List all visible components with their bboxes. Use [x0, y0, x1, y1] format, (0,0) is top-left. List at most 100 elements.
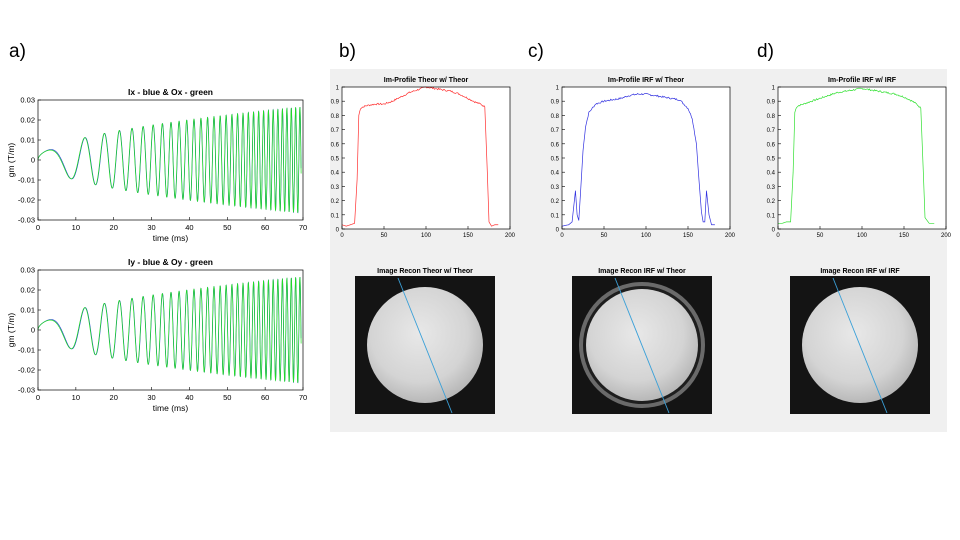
- y-tick-label: 0.5: [767, 157, 776, 163]
- panel-letter-c: c): [528, 41, 544, 62]
- image-title: Image Recon IRF w/ IRF: [820, 268, 900, 275]
- x-tick-label: 0: [340, 233, 344, 239]
- y-tick-label: 0.1: [551, 213, 560, 219]
- y-tick-label: 0.7: [331, 128, 340, 134]
- profile-line: [341, 86, 499, 227]
- axes-frame: [37, 99, 304, 221]
- y-tick-label: 0.01: [20, 136, 35, 145]
- x-tick-label: 100: [641, 233, 652, 239]
- plot-area: [342, 87, 510, 229]
- panel-letter-d: d): [757, 41, 774, 62]
- x-tick-label: 30: [147, 223, 155, 232]
- x-tick-label: 50: [817, 233, 824, 239]
- y-tick-label: -0.02: [18, 196, 35, 205]
- x-tick-label: 60: [261, 223, 269, 232]
- profile-theor-chart: 0 50 100 150 200 0 0.1 0.2 0.3 0.4 0.5 0.6 0.7 0.8 0.9…: [331, 77, 516, 239]
- y-tick-label: 0.7: [551, 128, 560, 134]
- axes-frame: [777, 86, 947, 230]
- x-tick-label: 150: [463, 233, 474, 239]
- x-tick-label: 0: [36, 223, 40, 232]
- y-tick-label: 1: [556, 86, 560, 92]
- y-tick-label: 0.7: [767, 128, 776, 134]
- y-tick-label: 0.4: [767, 171, 776, 177]
- chart-title: Im-Profile IRF w/ Theor: [608, 77, 685, 84]
- x-tick-label: 150: [899, 233, 910, 239]
- chart-title: Im-Profile IRF w/ IRF: [828, 77, 897, 84]
- x-tick-label: 200: [941, 233, 952, 239]
- chart-title: Ix - blue & Ox - green: [128, 87, 213, 97]
- y-tick-label: 0.6: [767, 142, 776, 148]
- axes-frame: [37, 269, 304, 391]
- y-tick-label: 0.9: [551, 100, 560, 106]
- y-tick-label: 1: [336, 86, 340, 92]
- y-tick-label: 0: [336, 228, 340, 234]
- y-tick-label: 0.4: [551, 171, 560, 177]
- x-tick-label: 40: [185, 223, 193, 232]
- y-tick-label: 0.02: [20, 286, 35, 295]
- x-tick-label: 20: [110, 393, 118, 402]
- y-tick-label: 0.6: [331, 142, 340, 148]
- profile-irf-theor-chart: 0 50 100 150 200 0 0.1 0.2 0.3 0.4 0.5 0.6 0.7 0.8 0.9…: [551, 77, 736, 239]
- y-tick-label: 0.8: [331, 114, 340, 120]
- x-axis-label: time (ms): [153, 233, 189, 243]
- image-recon-theor: Image Recon Theor w/ Theor: [355, 268, 495, 414]
- plot-area: [778, 87, 946, 229]
- plot-area: [562, 87, 730, 229]
- chart-title: Im-Profile Theor w/ Theor: [384, 77, 469, 84]
- y-tick-label: 0.2: [767, 199, 776, 205]
- y-axis-label: gm (T/m): [6, 143, 16, 178]
- y-tick-label: 0.03: [20, 96, 35, 105]
- y-tick-label: 0.03: [20, 266, 35, 275]
- y-tick-label: 0.3: [331, 185, 340, 191]
- axes-frame: [341, 86, 511, 230]
- x-tick-label: 20: [110, 223, 118, 232]
- x-tick-label: 10: [72, 223, 80, 232]
- y-tick-label: 0.5: [331, 157, 340, 163]
- x-tick-label: 70: [299, 223, 307, 232]
- y-tick-label: 0.5: [551, 157, 560, 163]
- y-tick-label: 0.4: [331, 171, 340, 177]
- x-tick-label: 50: [381, 233, 388, 239]
- y-tick-label: 0.1: [767, 213, 776, 219]
- x-tick-label: 100: [421, 233, 432, 239]
- y-tick-label: 0.6: [551, 142, 560, 148]
- x-tick-label: 200: [725, 233, 736, 239]
- y-tick-label: 1: [772, 86, 776, 92]
- y-tick-label: 0.1: [331, 213, 340, 219]
- panel-letter-a: a): [9, 41, 26, 62]
- axes-frame: [561, 86, 731, 230]
- x-tick-label: 60: [261, 393, 269, 402]
- chart-title: Iy - blue & Oy - green: [128, 257, 213, 267]
- y-tick-label: 0.01: [20, 306, 35, 315]
- profile-line-overlay: [832, 277, 888, 414]
- y-axis-label: gm (T/m): [6, 313, 16, 348]
- x-tick-label: 50: [223, 393, 231, 402]
- y-tick-label: 0.3: [767, 185, 776, 191]
- image-title: Image Recon Theor w/ Theor: [377, 268, 473, 275]
- x-tick-label: 0: [560, 233, 564, 239]
- ix-waveform-chart: 0 10 20 30 40 50 60 70 -0.03 -0.02 -0.01 0 0.01 0.02 0…: [6, 87, 307, 243]
- image-recon-irf-irf: Image Recon IRF w/ IRF: [790, 268, 930, 414]
- panel-letter-b: b): [339, 41, 356, 62]
- y-tick-label: 0.3: [551, 185, 560, 191]
- y-tick-label: 0.2: [551, 199, 560, 205]
- y-tick-label: 0: [556, 228, 560, 234]
- y-tick-label: 0.8: [551, 114, 560, 120]
- image-recon-irf-theor: Image Recon IRF w/ Theor: [572, 268, 712, 414]
- profile-line: [778, 87, 935, 224]
- y-tick-label: 0.9: [767, 100, 776, 106]
- y-tick-label: 0: [31, 156, 35, 165]
- iy-waveform-chart: 0 10 20 30 40 50 60 70 -0.03 -0.02 -0.01 0 0.01 0.02 0…: [6, 257, 307, 413]
- x-tick-label: 10: [72, 393, 80, 402]
- profile-irf-irf-chart: 0 50 100 150 200 0 0.1 0.2 0.3 0.4 0.5 0.6 0.7 0.8 0.9…: [767, 77, 952, 239]
- y-tick-label: -0.03: [18, 386, 35, 395]
- profile-line: [561, 92, 715, 227]
- x-tick-label: 70: [299, 393, 307, 402]
- x-tick-label: 200: [505, 233, 516, 239]
- y-tick-label: 0.2: [331, 199, 340, 205]
- y-tick-label: -0.03: [18, 216, 35, 225]
- y-tick-label: 0: [772, 228, 776, 234]
- x-tick-label: 40: [185, 393, 193, 402]
- y-tick-label: 0.9: [331, 100, 340, 106]
- x-tick-label: 50: [601, 233, 608, 239]
